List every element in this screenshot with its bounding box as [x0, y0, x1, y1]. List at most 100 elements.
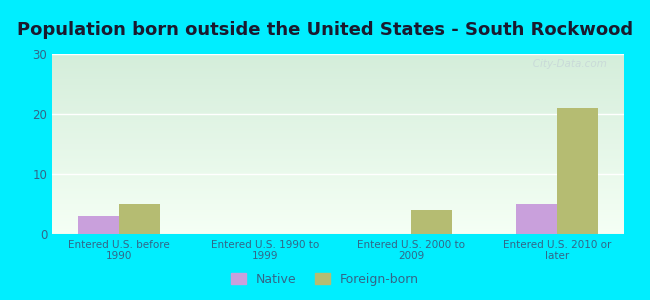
- Bar: [119, 204, 160, 234]
- Bar: [52, 187, 624, 188]
- Bar: [52, 210, 624, 211]
- Bar: [52, 70, 624, 71]
- Bar: [52, 152, 624, 153]
- Bar: [52, 132, 624, 133]
- Bar: [52, 147, 624, 148]
- Bar: [52, 219, 624, 220]
- Bar: [52, 208, 624, 209]
- Bar: [52, 113, 624, 114]
- Bar: [52, 224, 624, 225]
- Bar: [52, 107, 624, 108]
- Bar: [52, 74, 624, 75]
- Bar: [52, 184, 624, 185]
- Bar: [516, 204, 557, 234]
- Bar: [52, 139, 624, 140]
- Bar: [52, 72, 624, 73]
- Bar: [52, 102, 624, 103]
- Bar: [52, 228, 624, 229]
- Bar: [52, 227, 624, 228]
- Bar: [52, 189, 624, 190]
- Bar: [52, 57, 624, 58]
- Bar: [52, 209, 624, 210]
- Bar: [52, 201, 624, 202]
- Bar: [52, 216, 624, 217]
- Bar: [52, 151, 624, 152]
- Bar: [52, 172, 624, 173]
- Bar: [52, 221, 624, 222]
- Bar: [52, 175, 624, 176]
- Bar: [52, 127, 624, 128]
- Bar: [52, 64, 624, 65]
- Bar: [52, 65, 624, 66]
- Bar: [52, 225, 624, 226]
- Bar: [52, 217, 624, 218]
- Bar: [52, 95, 624, 96]
- Bar: [52, 207, 624, 208]
- Bar: [52, 80, 624, 81]
- Bar: [52, 89, 624, 90]
- Bar: [52, 71, 624, 72]
- Bar: [52, 157, 624, 158]
- Bar: [52, 123, 624, 124]
- Bar: [52, 206, 624, 207]
- Bar: [52, 166, 624, 167]
- Bar: [52, 111, 624, 112]
- Bar: [52, 146, 624, 147]
- Bar: [52, 155, 624, 156]
- Bar: [52, 78, 624, 79]
- Bar: [52, 97, 624, 98]
- Bar: [52, 87, 624, 88]
- Bar: [52, 77, 624, 78]
- Bar: [52, 181, 624, 182]
- Bar: [52, 215, 624, 216]
- Bar: [52, 191, 624, 192]
- Bar: [52, 143, 624, 144]
- Bar: [52, 134, 624, 135]
- Bar: [52, 149, 624, 150]
- Bar: [52, 232, 624, 233]
- Bar: [52, 122, 624, 123]
- Bar: [52, 73, 624, 74]
- Bar: [52, 203, 624, 204]
- Bar: [52, 128, 624, 129]
- Bar: [52, 92, 624, 93]
- Bar: [52, 230, 624, 231]
- Bar: [52, 169, 624, 170]
- Bar: [52, 66, 624, 67]
- Bar: [52, 202, 624, 203]
- Bar: [52, 120, 624, 121]
- Bar: [52, 176, 624, 177]
- Bar: [52, 86, 624, 87]
- Bar: [52, 190, 624, 191]
- Bar: [52, 198, 624, 199]
- Bar: [52, 118, 624, 119]
- Bar: [52, 153, 624, 154]
- Bar: [52, 214, 624, 215]
- Bar: [52, 195, 624, 196]
- Bar: [52, 193, 624, 194]
- Bar: [52, 156, 624, 157]
- Bar: [52, 104, 624, 105]
- Bar: [52, 223, 624, 224]
- Bar: [52, 63, 624, 64]
- Bar: [52, 159, 624, 160]
- Bar: [52, 164, 624, 165]
- Bar: [52, 213, 624, 214]
- Legend: Native, Foreign-born: Native, Foreign-born: [226, 268, 424, 291]
- Bar: [52, 121, 624, 122]
- Text: City-Data.com: City-Data.com: [523, 59, 607, 69]
- Bar: [52, 145, 624, 146]
- Bar: [52, 98, 624, 99]
- Bar: [52, 168, 624, 169]
- Bar: [52, 117, 624, 118]
- Bar: [52, 119, 624, 120]
- Bar: [52, 124, 624, 125]
- Bar: [52, 110, 624, 111]
- Bar: [52, 211, 624, 212]
- Bar: [52, 142, 624, 143]
- Bar: [52, 85, 624, 86]
- Bar: [52, 165, 624, 166]
- Bar: [52, 91, 624, 92]
- Bar: [52, 109, 624, 110]
- Bar: [52, 162, 624, 163]
